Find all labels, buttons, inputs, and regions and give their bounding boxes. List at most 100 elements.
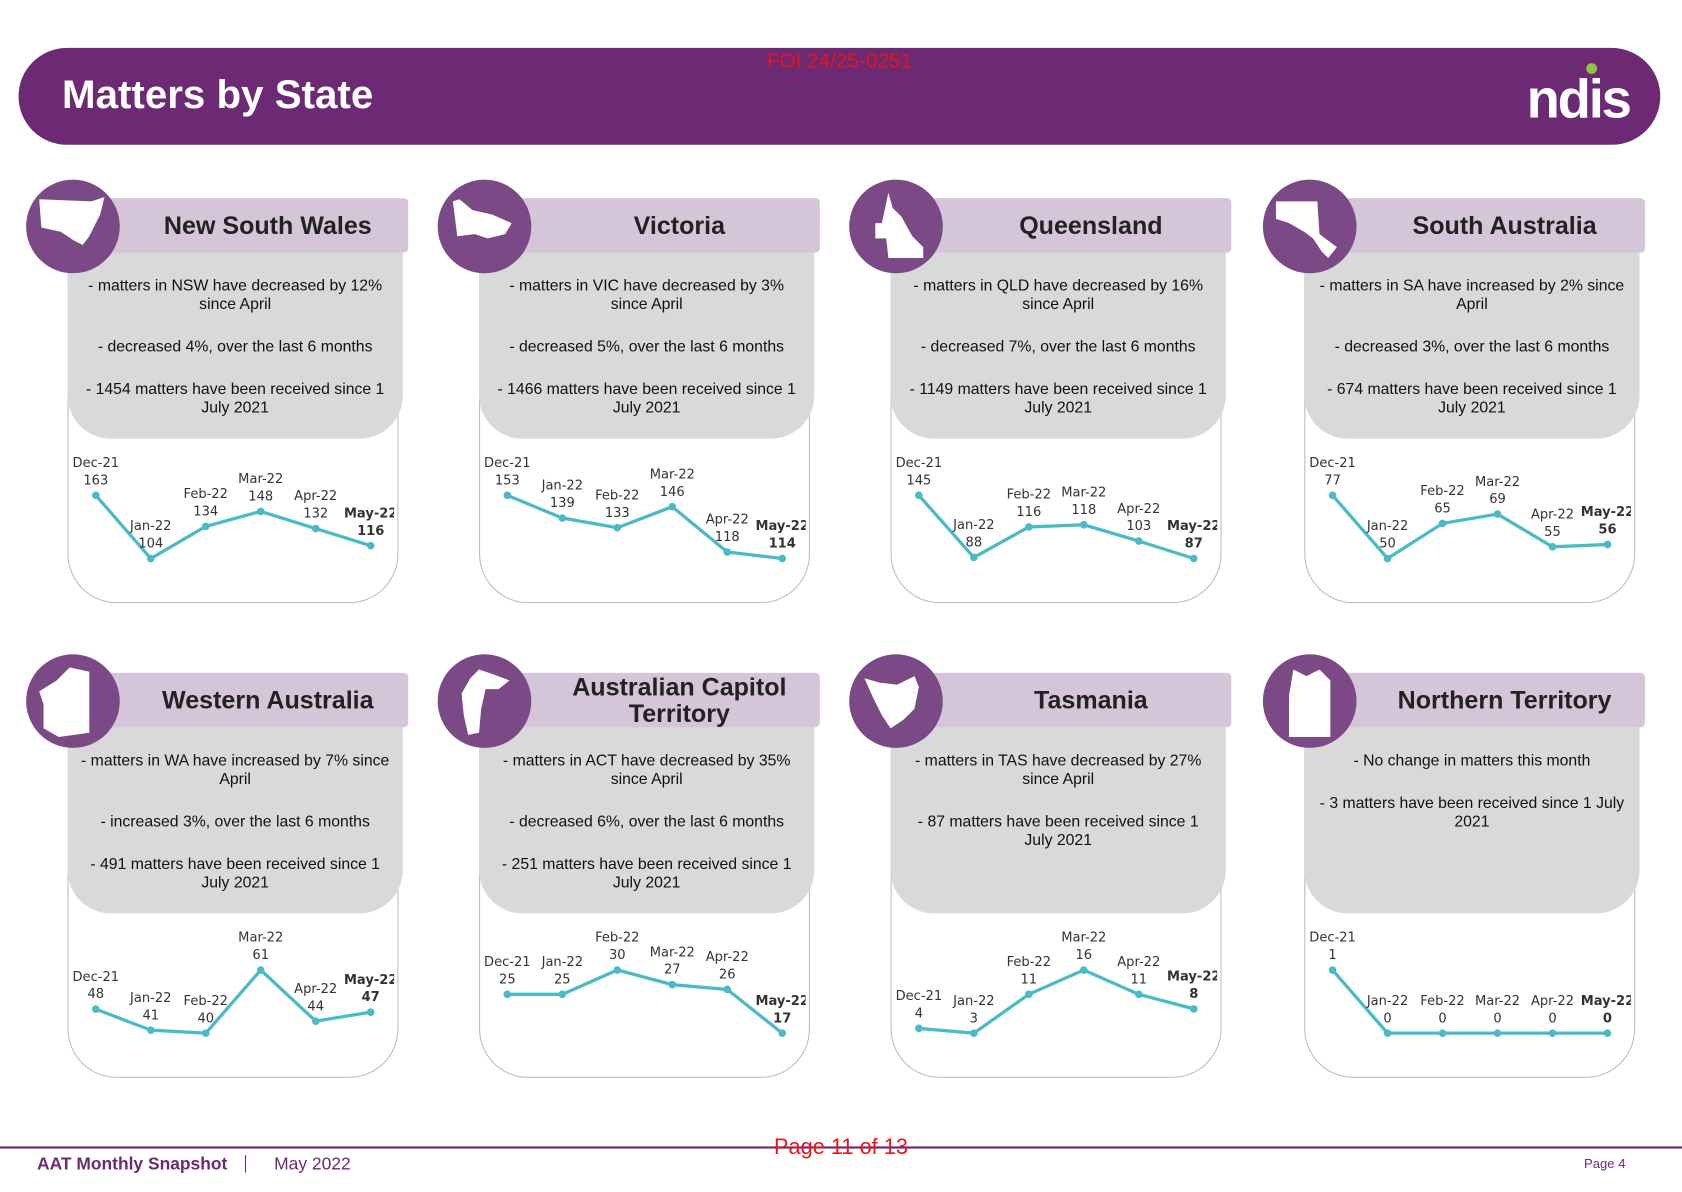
value-label: 25 — [499, 972, 516, 987]
trend-line — [1331, 968, 1608, 1035]
state-map-icon — [437, 179, 532, 274]
data-point — [91, 491, 100, 500]
state-note: - 87 matters have been received since 1 … — [917, 813, 1199, 850]
state-note: - matters in ACT have decreased by 35% s… — [502, 752, 791, 789]
month-label: Feb-22 — [184, 994, 228, 1009]
state-title: Queensland — [928, 198, 1232, 253]
state-note: - decreased 6%, over the last 6 months — [509, 813, 785, 831]
page-title: Matters by State — [62, 71, 374, 117]
month-label: Dec-21 — [1309, 931, 1356, 946]
data-point — [970, 1029, 978, 1037]
data-point — [723, 985, 732, 994]
state-note: - 491 matters have been received since 1… — [90, 855, 380, 892]
data-point — [1079, 966, 1088, 974]
data-point — [366, 541, 375, 550]
value-label: 0 — [1603, 1011, 1612, 1026]
state-card: - matters in NSW have decreased by 12% s… — [26, 179, 409, 606]
trend-line — [1331, 494, 1608, 561]
trend-line — [507, 968, 784, 1035]
value-label: 0 — [1383, 1011, 1391, 1026]
value-label: 8 — [1189, 987, 1198, 1002]
state-map-icon — [1262, 179, 1357, 274]
value-label: 41 — [142, 1008, 159, 1023]
data-point — [668, 502, 677, 511]
state-note: - 251 matters have been received since 1… — [501, 855, 792, 892]
summary-box: - matters in NSW have decreased by 12% s… — [67, 251, 403, 439]
state-note: - matters in TAS have decreased by 27% s… — [915, 752, 1202, 789]
state-map-icon — [849, 654, 943, 748]
data-point — [366, 1008, 375, 1016]
state-note: - 3 matters have been received since 1 J… — [1319, 794, 1625, 831]
data-point — [1383, 1029, 1392, 1037]
value-label: 25 — [554, 972, 571, 987]
data-point — [1383, 554, 1392, 563]
trend-line — [94, 494, 372, 561]
state-title: New South Wales — [105, 198, 409, 253]
value-label: 118 — [715, 530, 740, 545]
data-point — [1438, 1029, 1447, 1037]
state-trend-chart: Dec-21 145 Jan-22 88 Feb-22 116 Mar-22 118 Apr-2… — [896, 456, 1217, 563]
data-point — [723, 548, 732, 556]
value-label: 30 — [609, 948, 626, 963]
state-map-icon — [437, 654, 532, 748]
data-point — [613, 523, 622, 532]
state-note: - matters in NSW have decreased by 12% s… — [88, 277, 383, 314]
data-point — [256, 966, 265, 974]
state-trend-chart: Dec-21 77 Jan-22 50 Feb-22 65 Mar-22 69 Apr-22 55… — [1309, 456, 1631, 563]
value-label: 0 — [1438, 1011, 1446, 1026]
state-map-icon — [1262, 654, 1357, 748]
month-label: Jan-22 — [952, 518, 994, 533]
report-date: May 2022 — [274, 1155, 351, 1174]
state-note: - matters in SA have increased by 2% sin… — [1319, 277, 1625, 314]
month-label: Feb-22 — [1007, 955, 1051, 970]
state-note: - 674 matters have been received since 1… — [1327, 381, 1617, 417]
state-map-icon — [26, 179, 120, 274]
state-card: - matters in VIC have decreased by 3% si… — [437, 179, 820, 606]
state-title: Northern Territory — [1342, 672, 1646, 728]
month-label: Feb-22 — [184, 487, 228, 502]
month-label: Mar-22 — [238, 472, 283, 487]
month-label: Jan-22 — [129, 519, 171, 534]
month-label: Apr-22 — [1117, 502, 1160, 517]
month-label: Apr-22 — [294, 489, 337, 504]
data-point — [558, 514, 567, 522]
data-point — [915, 491, 923, 500]
month-label: Apr-22 — [1531, 994, 1574, 1009]
data-point — [311, 1017, 320, 1025]
state-card: - matters in SA have increased by 2% sin… — [1262, 179, 1646, 606]
month-label: May-22 — [1581, 994, 1631, 1009]
data-point — [311, 524, 320, 533]
data-point — [503, 990, 512, 999]
value-label: 134 — [193, 505, 218, 520]
month-label: Mar-22 — [650, 467, 695, 482]
month-label: Feb-22 — [595, 488, 639, 503]
data-point — [558, 990, 567, 999]
state-trend-chart: Dec-21 163 Jan-22 104 Feb-22 134 Mar-22 148 Apr-… — [73, 456, 394, 563]
data-point — [1603, 540, 1612, 549]
month-label: May-22 — [1167, 519, 1217, 534]
value-label: 163 — [83, 473, 108, 488]
month-label: Dec-21 — [1309, 456, 1356, 471]
month-label: Apr-22 — [706, 950, 749, 965]
state-card: - matters in TAS have decreased by 27% s… — [849, 654, 1232, 1081]
data-point — [970, 553, 978, 562]
state-note: - decreased 4%, over the last 6 months — [97, 338, 373, 357]
data-point — [1328, 966, 1337, 974]
value-label: 69 — [1489, 492, 1506, 507]
data-point — [1548, 542, 1557, 551]
month-label: Jan-22 — [129, 991, 171, 1006]
month-label: Apr-22 — [706, 513, 749, 528]
page-of-stamp: Page 11 of 13 — [774, 1135, 909, 1160]
month-label: Feb-22 — [1007, 488, 1051, 503]
month-label: Feb-22 — [1420, 484, 1464, 499]
month-label: Feb-22 — [595, 931, 639, 946]
value-label: 61 — [252, 948, 269, 963]
value-label: 3 — [970, 1011, 978, 1026]
summary-box: - matters in WA have increased by 7% sin… — [67, 726, 403, 914]
header-banner: Matters by State FOI 24/25-0251 ndis — [18, 47, 1661, 145]
data-point — [201, 1029, 210, 1037]
data-point — [613, 966, 622, 974]
data-point — [201, 522, 210, 531]
state-trend-chart: Dec-21 48 Jan-22 41 Feb-22 40 Mar-22 61 Apr-22 44… — [73, 931, 394, 1037]
summary-box: - No change in matters this month - 3 mat… — [1304, 726, 1640, 914]
